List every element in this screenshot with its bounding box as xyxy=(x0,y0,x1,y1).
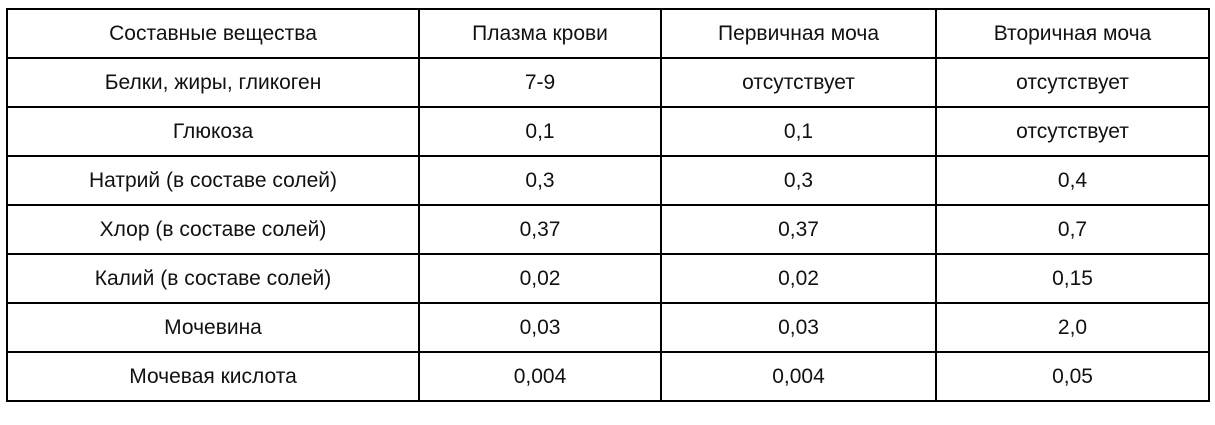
value-cell: 0,03 xyxy=(660,302,937,353)
value-cell: 0,1 xyxy=(418,106,662,157)
value-cell: 0,3 xyxy=(418,155,662,206)
value-cell: 0,05 xyxy=(935,351,1210,402)
table-row: Мочевая кислота 0,004 0,004 0,05 xyxy=(6,351,1210,402)
table-row: Мочевина 0,03 0,03 2,0 xyxy=(6,302,1210,353)
substance-cell: Мочевина xyxy=(6,302,420,353)
value-cell: 0,02 xyxy=(660,253,937,304)
value-cell: 0,03 xyxy=(418,302,662,353)
value-cell: отсутствует xyxy=(660,57,937,108)
substance-cell: Мочевая кислота xyxy=(6,351,420,402)
table-row: Натрий (в составе солей) 0,3 0,3 0,4 xyxy=(6,155,1210,206)
header-row: Составные вещества Плазма крови Первична… xyxy=(6,8,1210,59)
value-cell: 7-9 xyxy=(418,57,662,108)
header-cell: Вторичная моча xyxy=(935,8,1210,59)
substance-cell: Хлор (в составе солей) xyxy=(6,204,420,255)
table-row: Глюкоза 0,1 0,1 отсутствует xyxy=(6,106,1210,157)
value-cell: отсутствует xyxy=(935,57,1210,108)
value-cell: отсутствует xyxy=(935,106,1210,157)
value-cell: 0,004 xyxy=(660,351,937,402)
substance-cell: Калий (в составе солей) xyxy=(6,253,420,304)
value-cell: 0,4 xyxy=(935,155,1210,206)
substance-cell: Натрий (в составе солей) xyxy=(6,155,420,206)
value-cell: 0,1 xyxy=(660,106,937,157)
composition-table: Составные вещества Плазма крови Первична… xyxy=(6,8,1210,402)
header-cell: Плазма крови xyxy=(418,8,662,59)
table-row: Калий (в составе солей) 0,02 0,02 0,15 xyxy=(6,253,1210,304)
value-cell: 0,15 xyxy=(935,253,1210,304)
value-cell: 0,37 xyxy=(660,204,937,255)
table-row: Белки, жиры, гликоген 7-9 отсутствует отсут… xyxy=(6,57,1210,108)
substance-cell: Глюкоза xyxy=(6,106,420,157)
table-row: Хлор (в составе солей) 0,37 0,37 0,7 xyxy=(6,204,1210,255)
header-cell: Первичная моча xyxy=(660,8,937,59)
value-cell: 0,004 xyxy=(418,351,662,402)
header-cell: Составные вещества xyxy=(6,8,420,59)
substance-cell: Белки, жиры, гликоген xyxy=(6,57,420,108)
value-cell: 2,0 xyxy=(935,302,1210,353)
value-cell: 0,7 xyxy=(935,204,1210,255)
value-cell: 0,02 xyxy=(418,253,662,304)
value-cell: 0,3 xyxy=(660,155,937,206)
value-cell: 0,37 xyxy=(418,204,662,255)
